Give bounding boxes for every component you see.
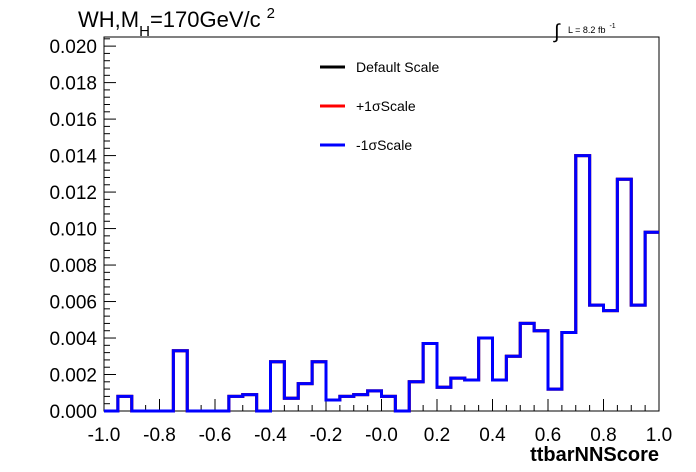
title-superscript: 2 — [267, 5, 275, 22]
title-main: WH,M — [78, 7, 139, 32]
x-tick-label: -0.6 — [199, 425, 232, 446]
x-tick-label: -0.0 — [365, 425, 398, 446]
legend-label-default: Default Scale — [356, 59, 439, 75]
y-tick-label: 0.008 — [49, 256, 97, 277]
y-tick-label: 0.000 — [49, 402, 97, 423]
x-tick-label: -0.8 — [143, 425, 176, 446]
title-subscript: H — [139, 23, 150, 40]
legend-label-plus1sigma: +1σScale — [356, 98, 416, 114]
y-tick-label: 0.002 — [49, 366, 97, 387]
x-tick-label: -0.2 — [310, 425, 343, 446]
x-tick-label: 0.8 — [590, 425, 616, 446]
legend-label-minus1sigma: -1σScale — [356, 137, 412, 153]
integral-symbol: ∫ — [553, 21, 561, 43]
y-tick-label: 0.004 — [49, 329, 97, 350]
y-tick-label: 0.010 — [49, 220, 97, 241]
y-tick-label: 0.006 — [49, 293, 97, 314]
x-tick-label: 0.2 — [424, 425, 450, 446]
y-tick-label: 0.012 — [49, 183, 97, 204]
x-axis-label: ttbarNNScore — [530, 444, 659, 466]
x-tick-label: 0.4 — [479, 425, 506, 446]
y-tick-label: 0.016 — [49, 110, 97, 131]
histogram-series — [104, 154, 659, 413]
luminosity-text: L = 8.2 fb — [568, 25, 605, 35]
luminosity-superscript: -1 — [609, 23, 615, 30]
x-tick-label: -1.0 — [88, 425, 121, 446]
chart-title: WH,MH=170GeV/c 2 — [78, 5, 275, 40]
series-minus1sigma-scale — [104, 154, 659, 413]
x-tick-label: -0.4 — [254, 425, 287, 446]
x-tick-label: 1.0 — [646, 425, 672, 446]
y-tick-label: 0.020 — [49, 37, 97, 58]
axis-tick-labels: -1.0 -0.8 -0.6 -0.4 -0.2 -0.0 0.2 0.4 0.6 0.8 1.0 0… — [49, 37, 672, 446]
y-tick-label: 0.014 — [49, 147, 97, 168]
y-tick-label: 0.018 — [49, 74, 97, 95]
luminosity-label: L = 8.2 fb -1 — [568, 23, 616, 35]
legend: Default Scale +1σScale -1σScale — [320, 59, 439, 153]
x-tick-label: 0.6 — [535, 425, 561, 446]
title-rest: =170GeV/c — [150, 7, 261, 32]
